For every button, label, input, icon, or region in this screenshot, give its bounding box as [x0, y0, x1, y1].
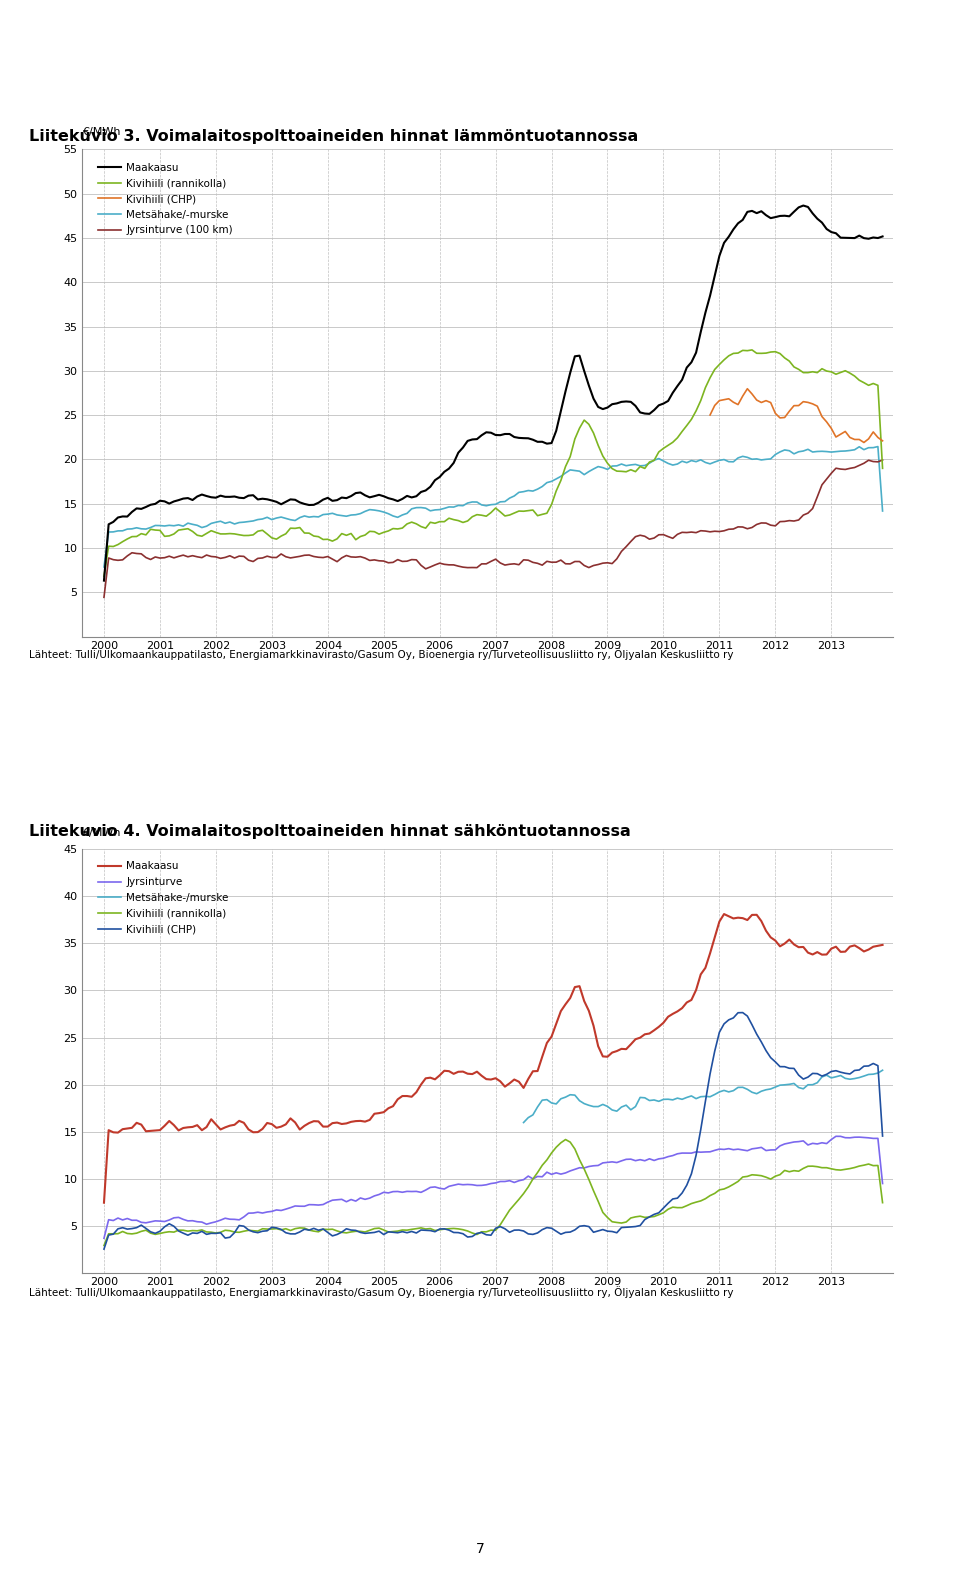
Text: Liitekuvio 4. Voimalaitospolttoaineiden hinnat sähköntuotannossa: Liitekuvio 4. Voimalaitospolttoaineiden … — [29, 824, 631, 839]
Text: Lähteet: Tulli/Ulkomaankauppatilasto, Energiamarkkinavirasto/Gasum Oy, Bioenergi: Lähteet: Tulli/Ulkomaankauppatilasto, En… — [29, 1286, 733, 1298]
Text: €/MWh: €/MWh — [82, 127, 120, 137]
Legend: Maakaasu, Kivihiili (rannikolla), Kivihiili (CHP), Metsähake/-murske, Jyrsinturv: Maakaasu, Kivihiili (rannikolla), Kivihi… — [95, 159, 236, 239]
Text: Liitekuvio 3. Voimalaitospolttoaineiden hinnat lämmöntuotannossa: Liitekuvio 3. Voimalaitospolttoaineiden … — [29, 129, 638, 145]
Text: Lähteet: Tulli/Ulkomaankauppatilasto, Energiamarkkinavirasto/Gasum Oy, Bioenergi: Lähteet: Tulli/Ulkomaankauppatilasto, En… — [29, 648, 733, 660]
Text: 7: 7 — [475, 1542, 485, 1556]
Text: €/MWh: €/MWh — [82, 828, 120, 838]
Legend: Maakaasu, Jyrsinturve, Metsähake-/murske, Kivihiili (rannikolla), Kivihiili (CHP: Maakaasu, Jyrsinturve, Metsähake-/murske… — [95, 858, 231, 937]
